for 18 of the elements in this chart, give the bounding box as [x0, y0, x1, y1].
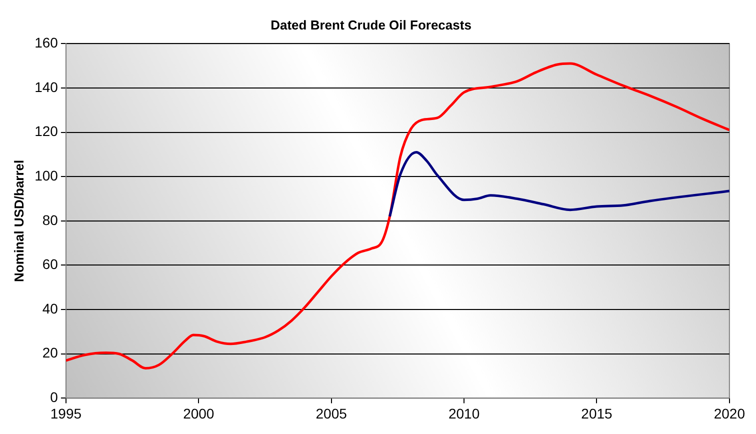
line-series	[388, 150, 730, 218]
y-tick-label: 160	[34, 34, 58, 50]
y-tick-label: 20	[42, 344, 58, 361]
x-tick-label: 2015	[581, 405, 613, 422]
x-tick-label: 1995	[50, 405, 82, 422]
y-tick-label: 60	[42, 256, 58, 272]
x-tick-label: 2000	[183, 405, 214, 422]
x-tick-label: 2020	[714, 405, 746, 422]
y-tick-label: 120	[34, 123, 58, 140]
y-tick-label: 0	[50, 389, 58, 406]
chart-title: Dated Brent Crude Oil Forecasts	[270, 17, 472, 32]
x-tick-label: 2005	[316, 405, 348, 422]
y-tick-label: 140	[34, 78, 58, 95]
y-tick-label: 100	[34, 167, 58, 184]
y-axis-title: Nominal USD/barrel	[11, 160, 26, 282]
y-tick-label: 80	[42, 212, 58, 228]
y-tick-label: 40	[42, 300, 58, 316]
x-tick-label: 2010	[448, 405, 480, 422]
